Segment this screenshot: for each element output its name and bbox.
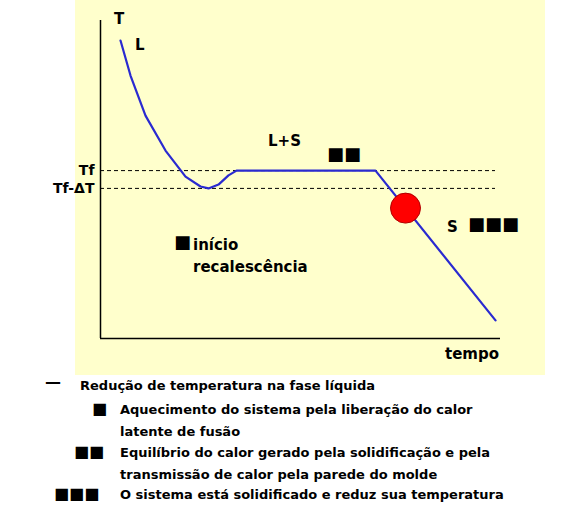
- html-text:Equilíbrio do calor gerado pel: Equilíbrio do calor gerado pela solidifi…: [120, 445, 490, 482]
- html-text:Redução de temperatura na fase: Redução de temperatura na fase líquida: [80, 378, 376, 393]
- svg-text:Tf-ΔT: Tf-ΔT: [53, 180, 95, 196]
- html-text:T: T: [114, 10, 125, 28]
- html-text:■ início recalescência: ■ início recalescência: [174, 231, 308, 276]
- svg-text:Tf: Tf: [79, 162, 96, 178]
- html-text:L+S: L+S: [268, 132, 301, 150]
- html-text:tempo: tempo: [445, 345, 499, 363]
- html-text:L: L: [135, 36, 145, 54]
- html-text:Aquecimento do sistema pela li: Aquecimento do sistema pela liberação do…: [120, 402, 473, 439]
- html-text:O sistema está solidificado e: O sistema está solidificado e reduz sua …: [120, 487, 504, 502]
- html-text:S: S: [447, 218, 458, 236]
